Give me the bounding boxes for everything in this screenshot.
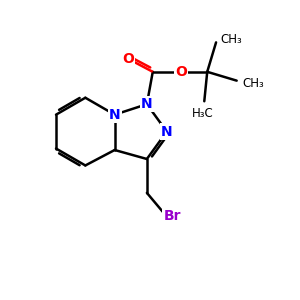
Text: O: O bbox=[122, 52, 134, 66]
Text: O: O bbox=[175, 65, 187, 79]
Text: N: N bbox=[161, 124, 172, 139]
Text: Br: Br bbox=[164, 209, 181, 223]
Text: N: N bbox=[141, 97, 153, 111]
Text: N: N bbox=[109, 108, 121, 122]
Text: CH₃: CH₃ bbox=[242, 77, 264, 90]
Text: CH₃: CH₃ bbox=[220, 33, 242, 46]
Text: H₃C: H₃C bbox=[192, 106, 214, 119]
